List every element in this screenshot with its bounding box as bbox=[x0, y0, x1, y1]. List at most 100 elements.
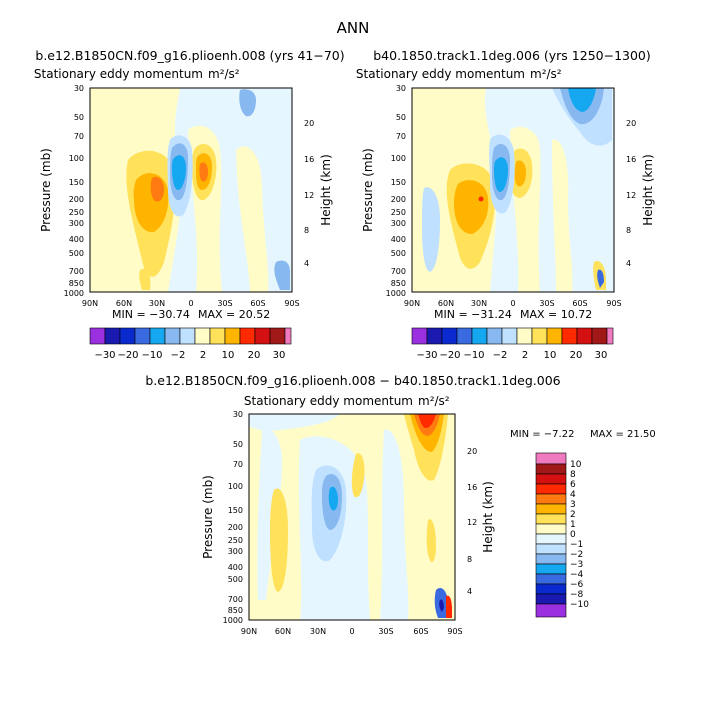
pressure-tick: 100 bbox=[391, 154, 406, 163]
height-tick: 20 bbox=[304, 119, 314, 128]
colorbar-label: −2 bbox=[493, 350, 508, 361]
colorbar-box bbox=[535, 603, 567, 618]
colorbar-label: 2 bbox=[570, 510, 576, 520]
panel-3-height-ticks: 20 16 12 8 4 bbox=[467, 447, 477, 596]
colorbar-box bbox=[535, 493, 567, 505]
panel-2-pressure-ticks: 30 50 70 100 150 200 250 300 400 500 700… bbox=[386, 84, 406, 298]
x-tick: 60S bbox=[572, 299, 587, 308]
pressure-tick: 250 bbox=[69, 208, 84, 217]
panel-3-title: b.e12.B1850CN.f09_g16.plioenh.008 − b40.… bbox=[145, 373, 560, 388]
colorbar-box bbox=[134, 327, 151, 345]
panel-1: b.e12.B1850CN.f09_g16.plioenh.008 (yrs 4… bbox=[34, 48, 345, 361]
panel-3-subtitle: Stationary eddy momentum bbox=[244, 394, 413, 408]
pressure-tick: 50 bbox=[396, 113, 406, 122]
height-tick: 4 bbox=[304, 259, 309, 268]
panel-3-max-label: MAX = 21.50 bbox=[590, 429, 656, 440]
pressure-tick: 50 bbox=[233, 440, 243, 449]
panel-3-x-ticks: 90N 60N 30N 0 30S 60S 90S bbox=[241, 627, 463, 636]
colorbar-box bbox=[535, 473, 567, 485]
colorbar-label: 8 bbox=[570, 470, 576, 480]
colorbar-box bbox=[535, 513, 567, 525]
pressure-tick: 70 bbox=[396, 132, 406, 141]
panel-1-surface-neg bbox=[274, 260, 290, 290]
colorbar-label: 0 bbox=[570, 530, 576, 540]
colorbar-box bbox=[535, 573, 567, 585]
x-tick: 0 bbox=[510, 299, 515, 308]
height-tick: 12 bbox=[467, 518, 477, 527]
panel-3-pos-col-equator bbox=[351, 453, 365, 498]
colorbar-label: 6 bbox=[570, 480, 576, 490]
pressure-tick: 100 bbox=[69, 154, 84, 163]
pressure-tick: 250 bbox=[391, 208, 406, 217]
panel-2-colorbar: −30 −20 −10 −2 2 10 20 30 bbox=[411, 327, 614, 361]
colorbar-label: 30 bbox=[273, 350, 286, 361]
panel-3-units: m²/s² bbox=[418, 394, 450, 408]
panel-1-min-label: MIN = −30.74 bbox=[112, 308, 190, 321]
height-tick: 4 bbox=[467, 587, 472, 596]
panel-3-pos-col-north bbox=[270, 488, 288, 592]
x-tick: 90S bbox=[284, 299, 299, 308]
pressure-tick: 700 bbox=[391, 267, 406, 276]
height-tick: 8 bbox=[304, 226, 309, 235]
colorbar-box bbox=[164, 327, 181, 345]
height-tick: 4 bbox=[626, 259, 631, 268]
pressure-tick: 500 bbox=[391, 249, 406, 258]
x-tick: 60N bbox=[438, 299, 454, 308]
x-tick: 90N bbox=[82, 299, 98, 308]
x-tick: 30S bbox=[539, 299, 554, 308]
panel-2-lobe-30N-max bbox=[478, 196, 484, 202]
colorbar-box bbox=[426, 327, 443, 345]
pressure-tick: 150 bbox=[69, 178, 84, 187]
x-tick: 90S bbox=[447, 627, 462, 636]
panel-3-surface-neg-deep bbox=[439, 599, 444, 612]
colorbar-box bbox=[535, 533, 567, 545]
colorbar-box bbox=[254, 327, 271, 345]
pressure-tick: 70 bbox=[74, 132, 84, 141]
colorbar-box bbox=[104, 327, 121, 345]
panel-1-units: m²/s² bbox=[208, 67, 240, 81]
panel-2-frame bbox=[411, 87, 615, 293]
colorbar-box bbox=[546, 327, 563, 345]
colorbar-label: 4 bbox=[570, 490, 576, 500]
x-tick: 60S bbox=[250, 299, 265, 308]
panel-2-y2label: Height (km) bbox=[641, 154, 655, 225]
colorbar-box bbox=[531, 327, 548, 345]
panel-1-x-ticks: 90N 60N 30N 0 30S 60S 90S bbox=[82, 299, 300, 308]
colorbar-label: −30 bbox=[416, 350, 437, 361]
panel-3-plot bbox=[248, 413, 456, 621]
panel-2-lobe-30N-lvl5 bbox=[454, 180, 489, 234]
panel-2-units: m²/s² bbox=[530, 67, 562, 81]
colorbar-label: −4 bbox=[570, 570, 584, 580]
colorbar-box bbox=[179, 327, 196, 345]
panel-1-plot bbox=[89, 87, 293, 293]
panel-2-title: b40.1850.track1.1deg.006 (yrs 1250−1300) bbox=[373, 48, 651, 63]
colorbar-box bbox=[269, 327, 286, 345]
colorbar-label: −2 bbox=[171, 350, 186, 361]
pressure-tick: 100 bbox=[228, 482, 243, 491]
x-tick: 60S bbox=[413, 627, 428, 636]
pressure-tick: 30 bbox=[396, 84, 406, 93]
x-tick: 90N bbox=[404, 299, 420, 308]
colorbar-box bbox=[535, 593, 567, 605]
x-tick: 0 bbox=[349, 627, 354, 636]
x-tick: 0 bbox=[188, 299, 193, 308]
panel-2-pos-region-south bbox=[552, 139, 573, 292]
panel-3-min-label: MIN = −7.22 bbox=[510, 429, 574, 440]
panel-2-surface-neg bbox=[597, 269, 604, 288]
colorbar-label: 1 bbox=[570, 520, 576, 530]
height-tick: 20 bbox=[467, 447, 477, 456]
colorbar-box bbox=[119, 327, 136, 345]
panel-2-upper-neg-lvl5 bbox=[568, 88, 596, 112]
panel-3-pos-south-lvl1 bbox=[398, 414, 455, 620]
pressure-tick: 70 bbox=[233, 460, 243, 469]
colorbar-box bbox=[486, 327, 503, 345]
x-tick: 90S bbox=[606, 299, 621, 308]
colorbar-box bbox=[606, 327, 614, 345]
colorbar-label: −20 bbox=[117, 350, 138, 361]
pressure-tick: 850 bbox=[228, 606, 243, 615]
x-tick: 30S bbox=[378, 627, 393, 636]
panel-1-core-10S-lvl10 bbox=[199, 162, 208, 182]
height-tick: 16 bbox=[304, 155, 314, 164]
panel-1-core-10N-lvl5 bbox=[172, 155, 186, 190]
panel-2-subtitle: Stationary eddy momentum bbox=[356, 67, 525, 81]
